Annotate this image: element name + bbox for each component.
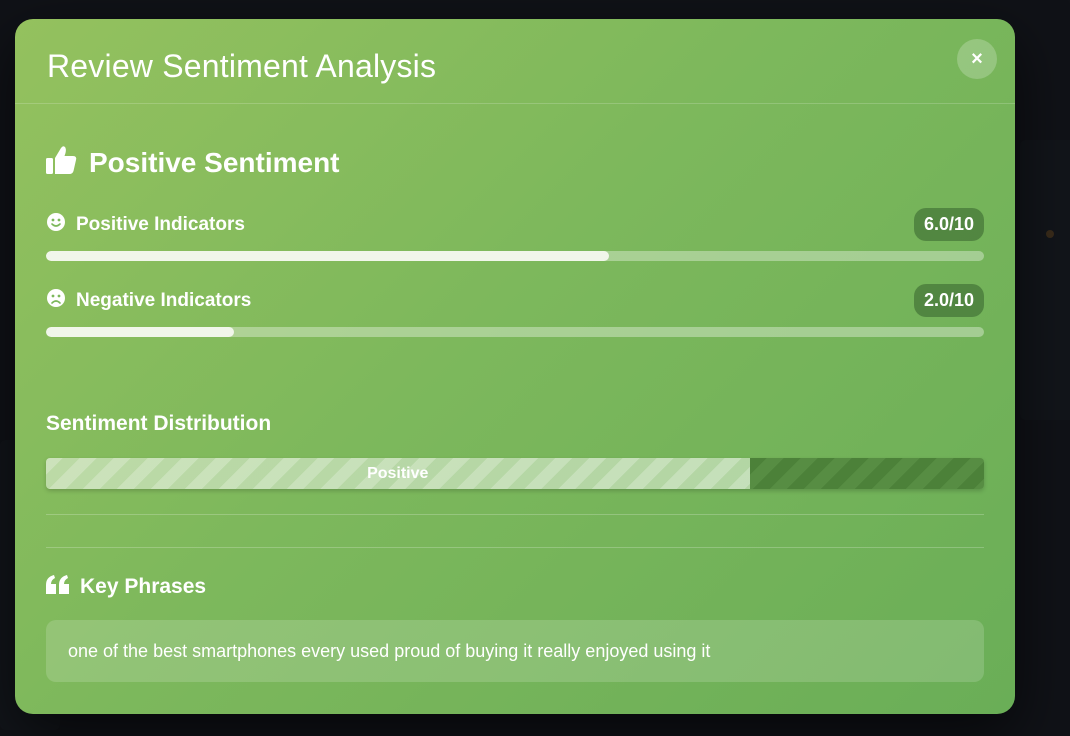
close-button[interactable]: × bbox=[957, 39, 997, 79]
negative-indicator: Negative Indicators 2.0/10 bbox=[46, 284, 984, 337]
progress-fill bbox=[46, 251, 609, 261]
distribution-negative-segment bbox=[749, 458, 984, 489]
key-phrases-title: Key Phrases bbox=[80, 575, 207, 598]
distribution-positive-segment: Positive bbox=[46, 458, 750, 489]
key-phrases-heading: Key Phrases bbox=[46, 575, 206, 599]
key-phrases-text: one of the best smartphones every used p… bbox=[46, 620, 984, 682]
progress-track bbox=[46, 327, 984, 337]
sentiment-label: Positive Sentiment bbox=[89, 146, 340, 178]
score-badge: 6.0/10 bbox=[913, 208, 984, 241]
modal-header: Review Sentiment Analysis × bbox=[15, 19, 1015, 104]
indicator-label: Positive Indicators bbox=[76, 213, 245, 235]
divider bbox=[46, 514, 984, 515]
progress-track bbox=[46, 251, 984, 261]
thumbs-up-icon bbox=[46, 145, 77, 180]
sentiment-modal: Review Sentiment Analysis × Positive Sen… bbox=[15, 19, 1015, 714]
distribution-title: Sentiment Distribution bbox=[46, 412, 272, 435]
modal-title: Review Sentiment Analysis bbox=[47, 48, 437, 84]
sentiment-heading: Positive Sentiment bbox=[46, 145, 340, 180]
score-badge: 2.0/10 bbox=[913, 284, 984, 317]
distribution-bar: Positive bbox=[46, 458, 984, 489]
indicator-label: Negative Indicators bbox=[76, 289, 252, 311]
positive-indicator: Positive Indicators 6.0/10 bbox=[46, 208, 984, 261]
progress-fill bbox=[46, 327, 234, 337]
divider bbox=[46, 547, 984, 548]
smile-icon bbox=[46, 212, 66, 237]
frown-icon bbox=[46, 288, 66, 313]
quote-icon bbox=[46, 575, 70, 599]
